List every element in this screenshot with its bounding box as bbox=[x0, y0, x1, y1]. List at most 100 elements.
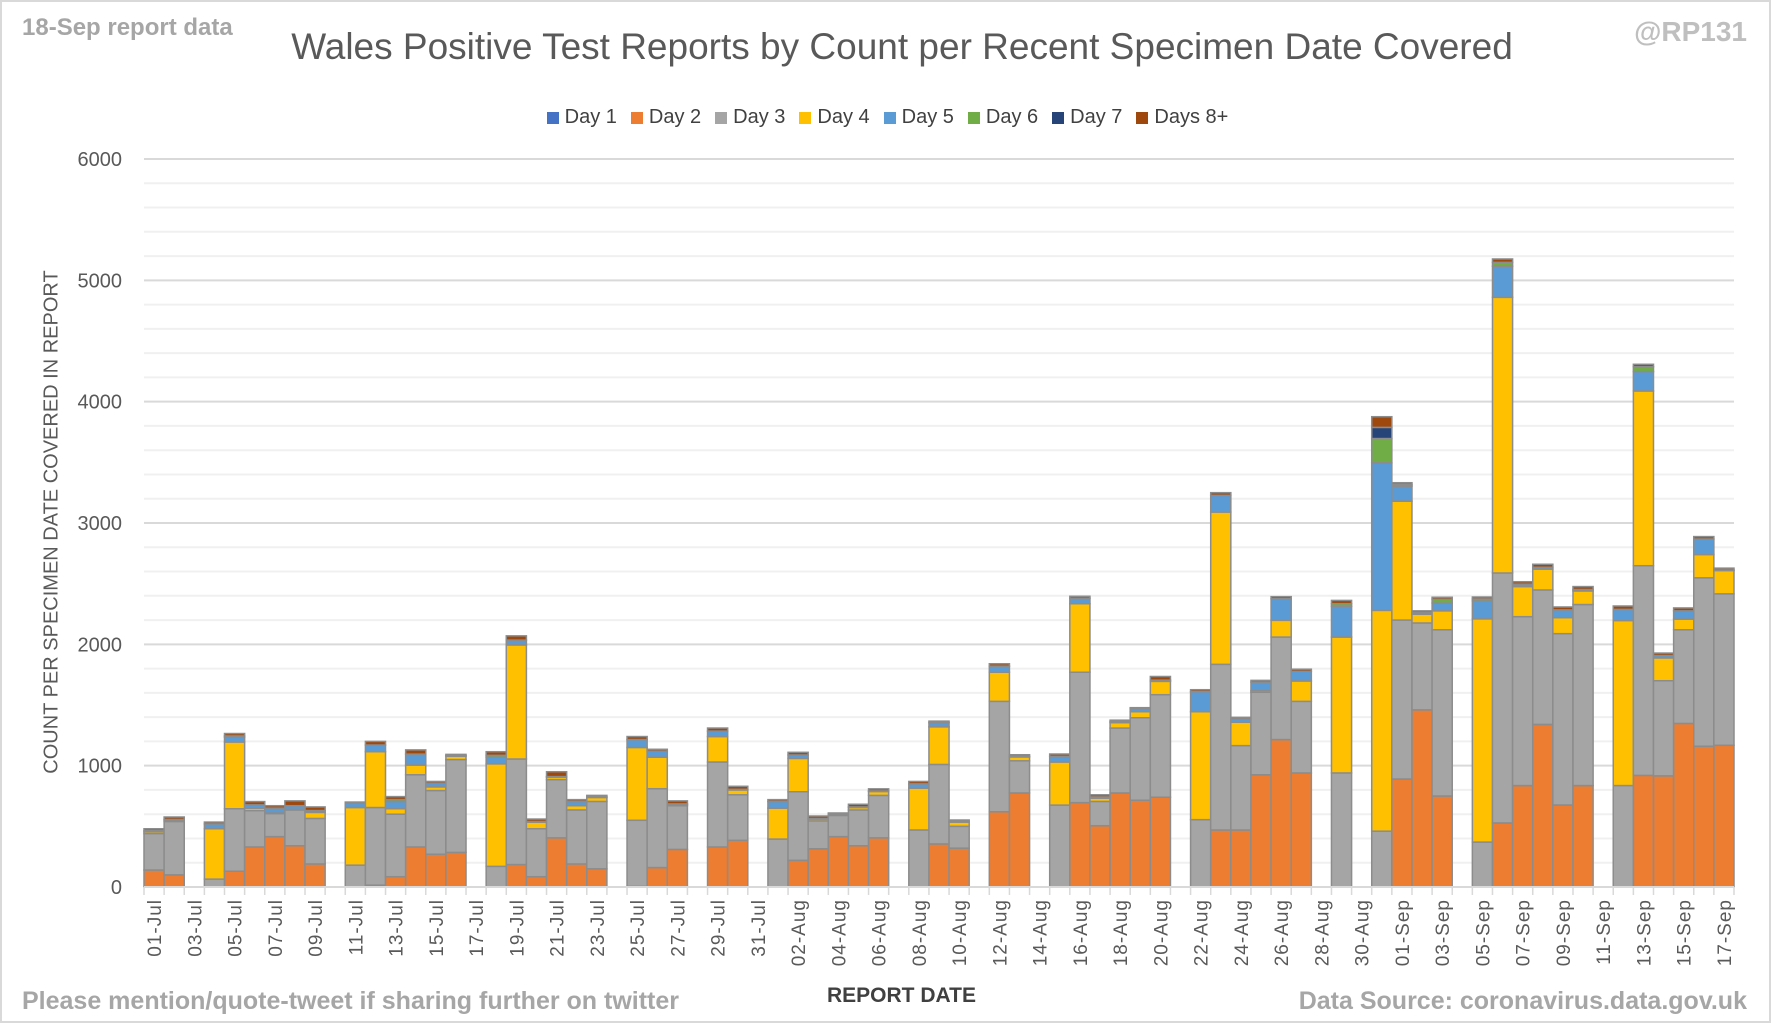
bar-segment-day-2 bbox=[1531, 723, 1554, 888]
bar-segment-days-8 bbox=[1713, 567, 1735, 571]
bar-segment-days-8 bbox=[1652, 652, 1675, 657]
bar-segment-day-4 bbox=[404, 764, 427, 776]
x-tick-label: 17-Jul bbox=[467, 899, 488, 957]
bar-segment-day-2 bbox=[1672, 722, 1695, 888]
bar-segment-day-3 bbox=[404, 774, 427, 848]
x-tick-label: 09-Sep bbox=[1554, 899, 1575, 966]
bar-segment-day-2 bbox=[1692, 745, 1715, 888]
bar-segment-days-8 bbox=[384, 795, 407, 801]
bar-segment-days-8 bbox=[706, 727, 729, 732]
share-note: Please mention/quote-tweet if sharing fu… bbox=[22, 987, 680, 1015]
bar-segment-day-5 bbox=[626, 738, 648, 749]
bar-segment-day-2 bbox=[1129, 799, 1152, 888]
x-tick-label: 18-Aug bbox=[1111, 899, 1132, 966]
bar-segment-day-2 bbox=[1652, 775, 1675, 888]
bar-segment-days-8 bbox=[726, 785, 749, 791]
bar-segment-day-2 bbox=[1411, 709, 1433, 888]
bar-segment-day-5 bbox=[988, 665, 1011, 673]
bar-segment-day-2 bbox=[1250, 774, 1272, 888]
bar-segment-day-5 bbox=[1391, 485, 1413, 502]
bar-segment-day-3 bbox=[445, 758, 467, 854]
bar-segment-day-3 bbox=[1048, 804, 1071, 888]
bar-segment-day-3 bbox=[1431, 629, 1453, 797]
bar-segment-day-2 bbox=[525, 875, 548, 888]
bar-segment-day-2 bbox=[948, 847, 970, 888]
bar-segment-day-4 bbox=[787, 757, 809, 793]
bar-segment-day-3 bbox=[1008, 760, 1031, 794]
bar-segment-day-3 bbox=[425, 789, 447, 855]
bar-segment-day-3 bbox=[1109, 727, 1131, 794]
bar-segment-day-4 bbox=[485, 763, 508, 868]
bar-segment-day-5 bbox=[767, 800, 789, 809]
bar-segment-day-5 bbox=[1370, 462, 1393, 612]
bar-segment-days-8 bbox=[646, 748, 669, 752]
bar-segment-days-8 bbox=[1552, 606, 1574, 611]
bar-segment-day-3 bbox=[1330, 772, 1353, 888]
bar-segment-day-4 bbox=[1471, 618, 1494, 843]
bar-segment-days-8 bbox=[425, 780, 447, 785]
bar-segment-day-3 bbox=[586, 800, 608, 870]
bar-segment-day-4 bbox=[1552, 616, 1574, 635]
bar-segment-day-3 bbox=[525, 828, 548, 878]
bar-segment-days-8 bbox=[1069, 595, 1091, 599]
bar-segment-days-8 bbox=[1189, 688, 1212, 693]
bar-segment-day-2 bbox=[163, 874, 186, 888]
bar-segment-days-8 bbox=[485, 750, 508, 757]
bar-segment-days-8 bbox=[1411, 610, 1433, 614]
bar-segment-days-8 bbox=[807, 815, 830, 820]
bar-segment-days-8 bbox=[948, 819, 970, 823]
x-tick-label: 11-Sep bbox=[1594, 899, 1615, 965]
bar-segment-day-3 bbox=[1189, 818, 1212, 888]
legend-swatch bbox=[883, 111, 896, 124]
bar-segment-day-2 bbox=[384, 875, 407, 888]
bar-segment-day-3 bbox=[1572, 603, 1594, 787]
y-tick-label: 5000 bbox=[78, 270, 123, 292]
legend-swatch bbox=[799, 111, 812, 124]
bar-segment-day-3 bbox=[1552, 632, 1574, 806]
bar-segment-day-3 bbox=[1632, 564, 1655, 777]
bar-segment-days-8 bbox=[445, 753, 467, 757]
report-date-note: 18-Sep report data bbox=[22, 14, 233, 41]
bar-segment-day-5 bbox=[1552, 609, 1574, 619]
bar-segment-day-2 bbox=[988, 811, 1011, 888]
bar-segment-day-3 bbox=[1531, 589, 1554, 726]
bar-segment-day-2 bbox=[1149, 796, 1172, 888]
bar-segment-day-3 bbox=[1672, 629, 1695, 725]
bar-segment-day-4 bbox=[1129, 710, 1152, 719]
bar-segment-day-3 bbox=[344, 864, 367, 888]
bar-segment-day-5 bbox=[646, 750, 669, 758]
x-tick-label: 03-Sep bbox=[1433, 899, 1454, 966]
bar-segment-days-8 bbox=[545, 770, 568, 778]
bar-segment-day-4 bbox=[1149, 680, 1172, 696]
bar-segment-day-4 bbox=[1491, 296, 1514, 574]
bar-segment-day-3 bbox=[223, 807, 246, 872]
bar-segment-days-8 bbox=[1370, 415, 1393, 429]
bar-segment-day-3 bbox=[284, 809, 306, 847]
bar-segment-day-2 bbox=[425, 853, 447, 888]
bar-segment-days-8 bbox=[1290, 668, 1313, 673]
bar-segment-day-3 bbox=[928, 763, 950, 845]
bar-segment-days-8 bbox=[203, 821, 226, 825]
x-tick-label: 24-Aug bbox=[1232, 899, 1253, 966]
bar-segment-days-8 bbox=[1149, 675, 1172, 681]
x-tick-label: 03-Jul bbox=[185, 899, 206, 957]
bar-segment-days-8 bbox=[1632, 363, 1655, 368]
bar-segment-days-8 bbox=[867, 788, 890, 792]
y-tick-label: 2000 bbox=[78, 634, 123, 656]
bar-segment-day-4 bbox=[928, 726, 950, 766]
legend-label: Day 2 bbox=[648, 106, 702, 128]
bar-segment-day-2 bbox=[223, 870, 246, 888]
bar-segment-day-4 bbox=[1652, 657, 1675, 682]
bar-segment-day-2 bbox=[1572, 784, 1594, 888]
bar-segment-days-8 bbox=[1692, 535, 1715, 540]
chart-title: Wales Positive Test Reports by Count per… bbox=[291, 26, 1513, 67]
bar-segment-day-4 bbox=[1230, 721, 1252, 747]
bar-segment-day-4 bbox=[1370, 609, 1393, 832]
y-tick-label: 4000 bbox=[78, 392, 123, 414]
x-tick-label: 27-Jul bbox=[668, 899, 689, 957]
bar-segment-day-2 bbox=[1209, 829, 1232, 888]
bar-segment-days-8 bbox=[626, 735, 648, 741]
bar-segment-day-4 bbox=[646, 756, 669, 790]
bar-segment-days-8 bbox=[1330, 599, 1353, 605]
bar-segment-days-8 bbox=[1250, 679, 1272, 683]
